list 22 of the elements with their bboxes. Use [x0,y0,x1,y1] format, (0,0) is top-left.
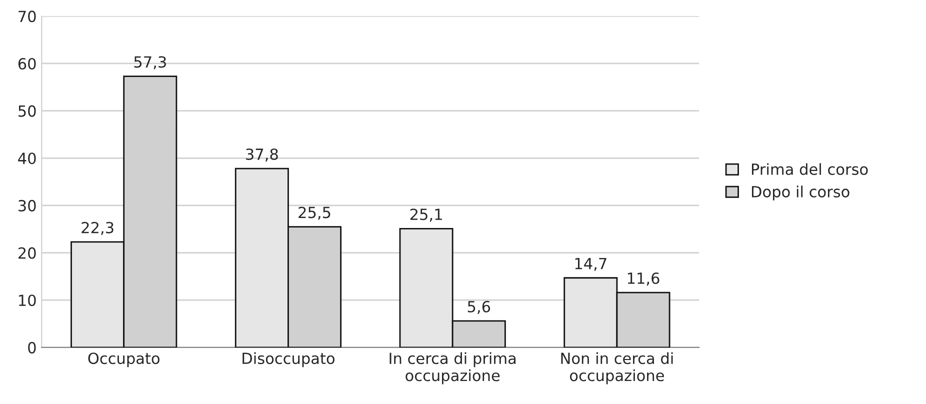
y-tick-label: 60 [18,58,36,70]
data-label: 25,5 [298,206,330,220]
x-tick-label: Disoccupato [242,352,334,368]
y-tick-label: 0 [28,342,36,354]
y-tick-label: 10 [19,294,36,306]
legend-label: Prima del corso [752,163,868,176]
data-label: 37,8 [246,148,278,162]
data-label: 25,1 [410,208,442,222]
y-tick-label: 20 [18,247,36,259]
x-tick-label: In cerca di prima occupazione [390,352,516,384]
data-label: 57,3 [134,56,166,70]
data-label: 22,3 [82,222,114,235]
legend-label: Dopo il corso [752,186,850,200]
data-label: 5,6 [468,300,490,314]
data-label: 11,6 [628,272,660,286]
y-tick-label: 40 [18,152,36,164]
y-tick-label: 70 [18,10,36,22]
y-tick-label: 30 [18,200,36,212]
y-tick-label: 50 [18,105,36,117]
data-label: 14,7 [575,258,606,271]
x-tick-label: Non in cerca di occupazione [561,352,673,384]
x-tick-label: Occupato [88,352,160,368]
